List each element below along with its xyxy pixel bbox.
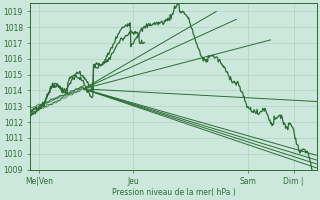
X-axis label: Pression niveau de la mer( hPa ): Pression niveau de la mer( hPa ) <box>112 188 236 197</box>
